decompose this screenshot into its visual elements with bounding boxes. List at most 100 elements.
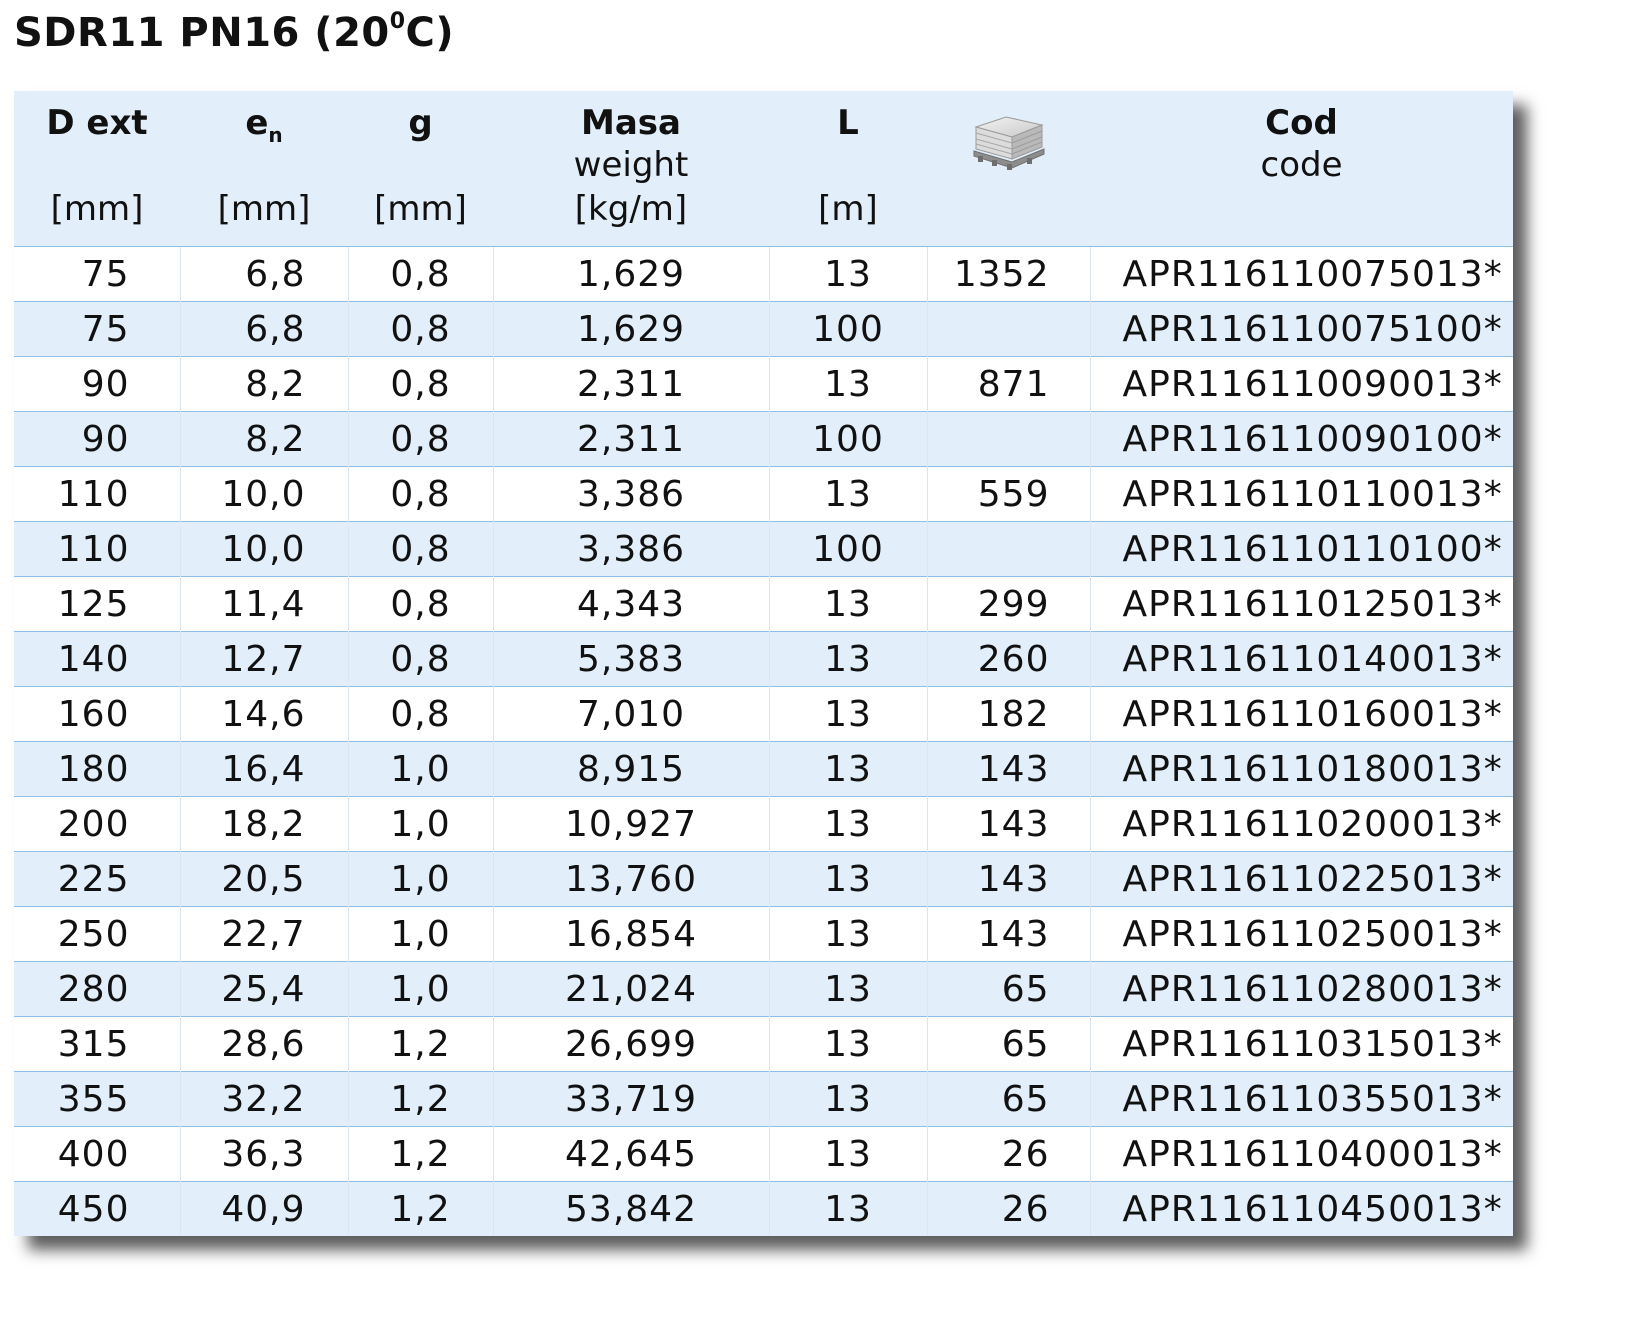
title-superscript: 0 [389,8,406,34]
cell-g: 0,8 [347,301,493,357]
cell-l: 13 [768,961,927,1017]
cell-pallet-qty: 143 [926,851,1090,907]
cell-d-ext: 200 [14,796,180,852]
cell-en: 22,7 [179,906,348,962]
cell-en: 10,0 [179,521,348,577]
cell-code: APR116110075100* [1089,301,1513,357]
cell-masa: 3,386 [492,521,769,577]
cell-d-ext: 450 [14,1181,180,1236]
cell-pallet-qty: 26 [926,1181,1090,1236]
header-g: g [mm] [348,91,493,247]
page-title: SDR11 PN16 (200C) [14,8,455,56]
cell-en: 18,2 [179,796,348,852]
table-row: 140 12,7 0,8 5,383 13 260 APR116110140013* [14,631,1513,687]
cell-pallet-qty: 559 [926,466,1090,522]
cell-d-ext: 400 [14,1126,180,1182]
cell-g: 0,8 [347,411,493,467]
cell-pallet-qty: 65 [926,1071,1090,1127]
cell-l: 13 [768,631,927,687]
cell-en: 14,6 [179,686,348,742]
cell-g: 1,0 [347,961,493,1017]
cell-masa: 16,854 [492,906,769,962]
cell-l: 13 [768,246,927,302]
table-row: 180 16,4 1,0 8,915 13 143 APR116110180013* [14,741,1513,797]
table-body: 75 6,8 0,8 1,629 13 1352 APR116110075013* 75 6,8… [14,246,1513,1236]
cell-code: APR116110200013* [1089,796,1513,852]
cell-code: APR116110180013* [1089,741,1513,797]
cell-code: APR116110280013* [1089,961,1513,1017]
cell-masa: 8,915 [492,741,769,797]
cell-pallet-qty: 26 [926,1126,1090,1182]
header-pallet [927,91,1090,247]
cell-d-ext: 315 [14,1016,180,1072]
cell-en: 25,4 [179,961,348,1017]
cell-en: 32,2 [179,1071,348,1127]
cell-pallet-qty: 143 [926,906,1090,962]
cell-l: 100 [768,521,927,577]
cell-en: 8,2 [179,356,348,412]
cell-masa: 42,645 [492,1126,769,1182]
cell-g: 1,2 [347,1016,493,1072]
cell-g: 1,2 [347,1181,493,1236]
cell-en: 11,4 [179,576,348,632]
cell-code: APR116110090100* [1089,411,1513,467]
cell-g: 1,0 [347,851,493,907]
table-row: 75 6,8 0,8 1,629 100 APR116110075100* [14,301,1513,357]
cell-masa: 10,927 [492,796,769,852]
cell-l: 13 [768,1071,927,1127]
cell-pallet-qty: 871 [926,356,1090,412]
cell-en: 20,5 [179,851,348,907]
cell-g: 0,8 [347,631,493,687]
cell-pallet-qty [926,521,1090,577]
cell-code: APR116110090013* [1089,356,1513,412]
cell-en: 40,9 [179,1181,348,1236]
table-row: 225 20,5 1,0 13,760 13 143 APR116110225013* [14,851,1513,907]
cell-g: 1,0 [347,741,493,797]
cell-pallet-qty [926,301,1090,357]
cell-masa: 7,010 [492,686,769,742]
cell-en: 10,0 [179,466,348,522]
cell-en: 8,2 [179,411,348,467]
cell-g: 0,8 [347,246,493,302]
table-row: 400 36,3 1,2 42,645 13 26 APR116110400013* [14,1126,1513,1182]
cell-pallet-qty: 143 [926,741,1090,797]
cell-d-ext: 90 [14,356,180,412]
cell-l: 100 [768,411,927,467]
cell-code: APR116110225013* [1089,851,1513,907]
table-row: 280 25,4 1,0 21,024 13 65 APR116110280013* [14,961,1513,1017]
cell-g: 1,2 [347,1126,493,1182]
cell-pallet-qty: 65 [926,961,1090,1017]
cell-l: 100 [768,301,927,357]
cell-code: APR116110450013* [1089,1181,1513,1236]
cell-d-ext: 160 [14,686,180,742]
cell-g: 0,8 [347,576,493,632]
cell-d-ext: 180 [14,741,180,797]
cell-pallet-qty: 65 [926,1016,1090,1072]
cell-masa: 1,629 [492,301,769,357]
pipe-spec-table: D ext [mm] en [mm] g [mm] Masa weight [14,91,1513,1236]
cell-pallet-qty: 143 [926,796,1090,852]
cell-d-ext: 110 [14,466,180,522]
cell-masa: 2,311 [492,411,769,467]
cell-masa: 53,842 [492,1181,769,1236]
header-masa: Masa weight [kg/m] [493,91,769,247]
cell-d-ext: 280 [14,961,180,1017]
cell-masa: 4,343 [492,576,769,632]
cell-masa: 21,024 [492,961,769,1017]
cell-masa: 2,311 [492,356,769,412]
table-row: 90 8,2 0,8 2,311 13 871 APR116110090013* [14,356,1513,412]
cell-code: APR116110110100* [1089,521,1513,577]
cell-en: 12,7 [179,631,348,687]
cell-code: APR116110125013* [1089,576,1513,632]
cell-code: APR116110400013* [1089,1126,1513,1182]
cell-masa: 1,629 [492,246,769,302]
cell-code: APR116110075013* [1089,246,1513,302]
cell-l: 13 [768,576,927,632]
cell-l: 13 [768,356,927,412]
cell-pallet-qty: 260 [926,631,1090,687]
cell-code: APR116110160013* [1089,686,1513,742]
cell-l: 13 [768,686,927,742]
cell-code: APR116110250013* [1089,906,1513,962]
cell-en: 36,3 [179,1126,348,1182]
table-row: 450 40,9 1,2 53,842 13 26 APR116110450013* [14,1181,1513,1236]
